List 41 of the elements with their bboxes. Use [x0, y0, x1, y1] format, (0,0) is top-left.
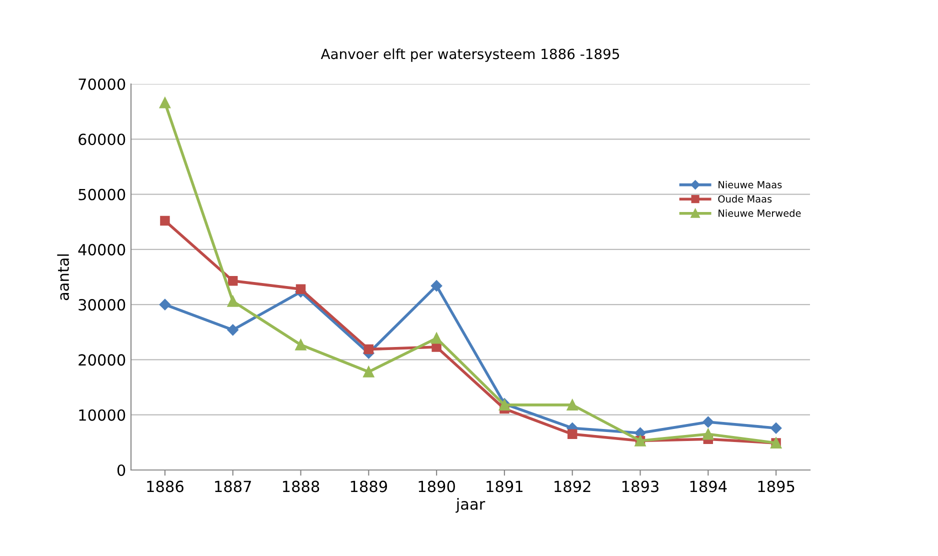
- x-tick-label: 1892: [554, 480, 590, 492]
- point: [159, 298, 171, 310]
- x-tick-label: 1893: [622, 480, 658, 492]
- y-tick-label: 0: [117, 464, 126, 476]
- y-tick-label: 70000: [78, 78, 126, 90]
- legend-label: Nieuwe Maas: [718, 180, 782, 188]
- x-tick-label: 1895: [758, 480, 794, 492]
- x-tick-label: 1891: [486, 480, 522, 492]
- point: [770, 422, 782, 434]
- y-tick-label: 30000: [78, 299, 126, 311]
- point: [567, 429, 578, 440]
- x-tick-label: 1887: [215, 480, 251, 492]
- point: [227, 296, 238, 307]
- legend-label: Nieuwe Merwede: [718, 209, 801, 217]
- x-tick-label: 1890: [418, 480, 455, 492]
- x-tick-label: 1886: [147, 480, 184, 492]
- x-axis-title: jaar: [456, 498, 486, 513]
- point: [159, 97, 171, 108]
- x-tick-label: 1894: [690, 480, 727, 492]
- y-tick-label: 40000: [78, 244, 126, 256]
- chart-title: Aanvoer elft per watersysteem 1886 -1895: [320, 48, 620, 62]
- y-tick-label: 20000: [78, 354, 126, 366]
- x-tick-label: 1888: [282, 480, 320, 492]
- point: [702, 428, 714, 440]
- point: [430, 332, 442, 344]
- point: [227, 324, 238, 336]
- point: [702, 416, 714, 428]
- point: [566, 399, 578, 410]
- y-tick-label: 10000: [79, 409, 126, 421]
- x-tick-label: 1889: [350, 480, 388, 492]
- point: [363, 366, 374, 378]
- point: [228, 276, 238, 286]
- point: [364, 344, 374, 354]
- legend-label: Oude Maas: [718, 195, 772, 203]
- y-axis-title: aantal: [57, 254, 70, 300]
- point: [296, 284, 306, 294]
- point: [160, 216, 170, 226]
- point: [430, 280, 442, 292]
- point: [295, 339, 306, 350]
- y-tick-label: 60000: [78, 134, 126, 146]
- y-tick-label: 50000: [78, 188, 126, 200]
